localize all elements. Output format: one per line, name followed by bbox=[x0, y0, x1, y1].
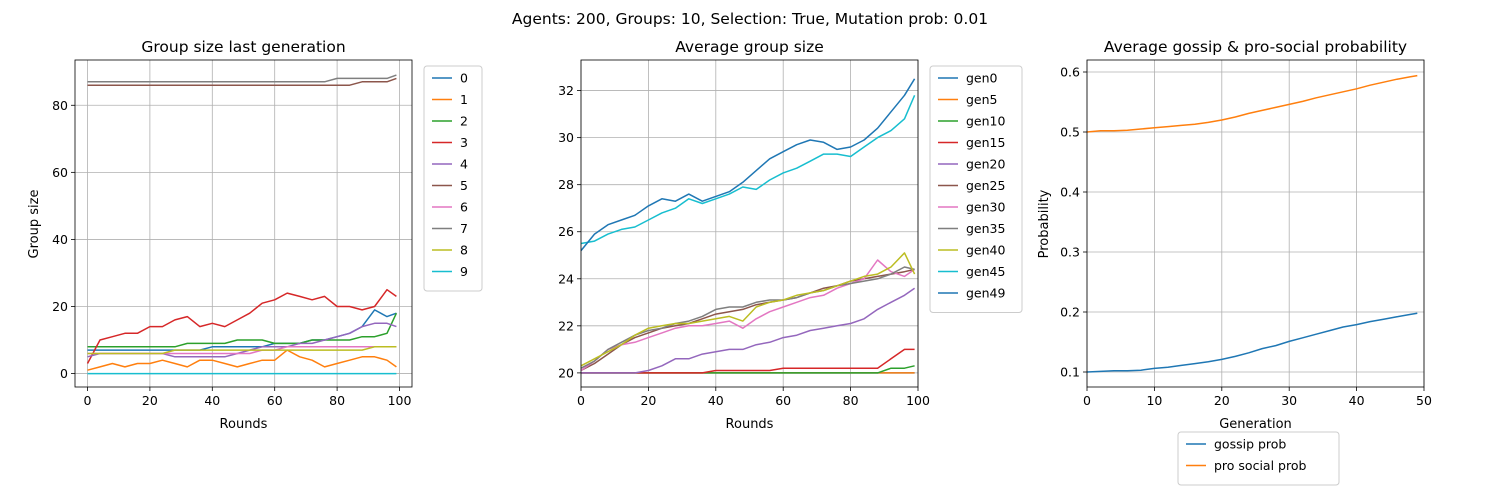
y-tick-label: 20 bbox=[52, 299, 68, 314]
y-tick-label: 0.5 bbox=[1060, 125, 1080, 140]
legend-label: gen25 bbox=[966, 178, 1005, 193]
series-line-gen49 bbox=[580, 78, 916, 252]
chart-gossip-prosocial-probability: Average gossip & pro-social probability … bbox=[1037, 38, 1432, 486]
y-tick-label: 0.4 bbox=[1060, 185, 1080, 200]
legend-label: gen30 bbox=[966, 200, 1006, 215]
plot-frame bbox=[1086, 59, 1425, 388]
legend-label: gen0 bbox=[966, 71, 998, 86]
series-line-8 bbox=[87, 346, 397, 355]
x-tick-label: 100 bbox=[388, 393, 412, 408]
x-tick-label: 20 bbox=[640, 393, 656, 408]
y-tick-label: 32 bbox=[558, 83, 574, 98]
series-line-gen30 bbox=[580, 259, 916, 372]
legend-label: pro social prob bbox=[1214, 458, 1306, 473]
x-tick-label: 0 bbox=[84, 393, 92, 408]
x-tick-label: 40 bbox=[708, 393, 724, 408]
x-axis-label: Rounds bbox=[726, 417, 774, 432]
y-tick-label: 0.1 bbox=[1060, 365, 1080, 380]
legend-label: 1 bbox=[460, 92, 468, 107]
legend-box bbox=[929, 65, 1023, 313]
legend-label: gossip prob bbox=[1214, 437, 1286, 452]
x-tick-label: 10 bbox=[1146, 393, 1162, 408]
x-tick-label: 30 bbox=[1281, 393, 1297, 408]
series-line-gen40 bbox=[580, 252, 916, 367]
legend-label: 0 bbox=[460, 71, 468, 86]
legend-label: gen35 bbox=[966, 221, 1005, 236]
series-line-5 bbox=[87, 77, 397, 86]
chart-title: Group size last generation bbox=[141, 38, 345, 56]
series-line-2 bbox=[87, 312, 398, 348]
legend-label: gen20 bbox=[966, 157, 1006, 172]
chart-title: Average group size bbox=[675, 38, 824, 56]
y-tick-label: 0.6 bbox=[1060, 65, 1080, 80]
y-tick-label: 22 bbox=[558, 318, 574, 333]
x-tick-label: 40 bbox=[204, 393, 220, 408]
series-line-pro-social-prob bbox=[1086, 74, 1418, 133]
y-tick-label: 40 bbox=[52, 232, 68, 247]
series-line-0 bbox=[87, 309, 397, 351]
legend-label: gen5 bbox=[966, 92, 998, 107]
legend-label: 8 bbox=[460, 243, 468, 258]
series-line-3 bbox=[86, 288, 397, 364]
plot-frame bbox=[580, 59, 919, 388]
y-tick-label: 60 bbox=[52, 165, 68, 180]
y-tick-label: 0.3 bbox=[1060, 245, 1080, 260]
x-tick-label: 60 bbox=[775, 393, 791, 408]
y-tick-label: 0.2 bbox=[1060, 305, 1080, 320]
legend-label: 6 bbox=[460, 200, 468, 215]
legend-box bbox=[1177, 431, 1340, 486]
x-tick-label: 60 bbox=[267, 393, 283, 408]
x-tick-label: 40 bbox=[1349, 393, 1365, 408]
x-tick-label: 50 bbox=[1416, 393, 1432, 408]
series-line-gen15 bbox=[581, 348, 915, 374]
legend-label: 7 bbox=[460, 221, 468, 236]
chart-group-size-last-generation: Group size last generation Rounds Group … bbox=[27, 38, 483, 432]
x-tick-label: 0 bbox=[577, 393, 585, 408]
chart-average-group-size: Average group size Rounds 0 20 40 60 80 10020… bbox=[558, 38, 1023, 432]
x-tick-label: 0 bbox=[1083, 393, 1091, 408]
x-axis-label: Rounds bbox=[220, 417, 268, 432]
y-tick-label: 26 bbox=[558, 224, 574, 239]
series-line-gen10 bbox=[581, 365, 915, 374]
x-tick-label: 100 bbox=[906, 393, 930, 408]
chart-title: Average gossip & pro-social probability bbox=[1104, 38, 1407, 56]
figure-suptitle: Agents: 200, Groups: 10, Selection: True… bbox=[512, 10, 988, 28]
y-tick-label: 80 bbox=[52, 98, 68, 113]
legend-label: gen49 bbox=[966, 286, 1006, 301]
series-line-gen20 bbox=[581, 287, 916, 374]
legend-label: gen40 bbox=[966, 243, 1006, 258]
plot-frame bbox=[74, 59, 413, 388]
y-tick-label: 0 bbox=[60, 366, 68, 381]
series-line-gossip-prob bbox=[1086, 312, 1418, 373]
x-tick-label: 20 bbox=[142, 393, 158, 408]
series-line-7 bbox=[87, 74, 397, 83]
y-axis-label: Probability bbox=[1037, 189, 1052, 258]
series-line-gen25 bbox=[580, 268, 915, 372]
y-tick-label: 20 bbox=[558, 365, 574, 380]
y-tick-label: 24 bbox=[558, 271, 574, 286]
legend-label: gen15 bbox=[966, 135, 1005, 150]
x-axis-label: Generation bbox=[1219, 417, 1292, 432]
series-line-gen45 bbox=[580, 95, 916, 245]
legend-label: 2 bbox=[460, 114, 468, 129]
y-axis-label: Group size bbox=[27, 190, 42, 259]
legend-label: 5 bbox=[460, 178, 468, 193]
series-line-1 bbox=[87, 349, 397, 371]
y-tick-label: 30 bbox=[558, 130, 574, 145]
x-tick-label: 20 bbox=[1214, 393, 1230, 408]
legend-label: 3 bbox=[460, 135, 468, 150]
legend-box bbox=[423, 65, 483, 292]
legend-label: 4 bbox=[460, 157, 468, 172]
legend-label: gen10 bbox=[966, 114, 1006, 129]
legend-label: 9 bbox=[460, 264, 468, 279]
x-tick-label: 80 bbox=[329, 393, 345, 408]
legend-label: gen45 bbox=[966, 264, 1005, 279]
y-tick-label: 28 bbox=[558, 177, 574, 192]
x-tick-label: 80 bbox=[843, 393, 859, 408]
